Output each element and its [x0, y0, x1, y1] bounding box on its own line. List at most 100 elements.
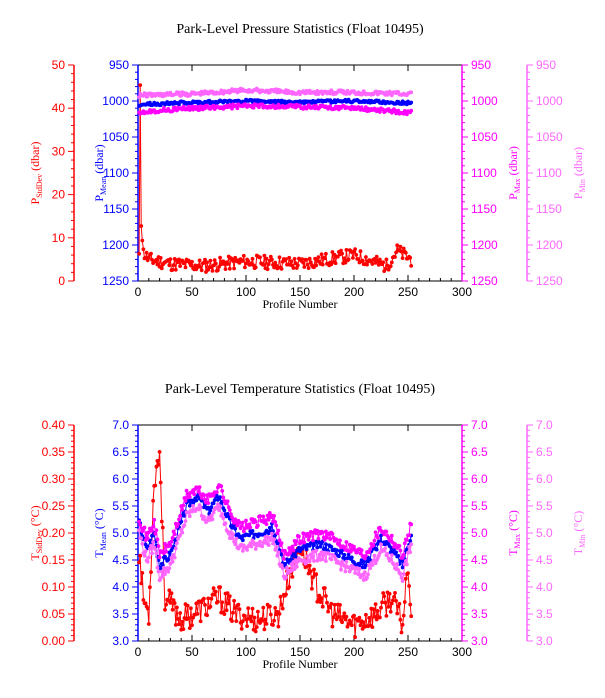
min-data-point: [340, 559, 344, 564]
stddev-data-point: [197, 258, 202, 263]
stddev-tick-label: 0.20: [42, 526, 66, 540]
max-tick-label: 5.0: [471, 526, 488, 540]
stddev-data-point: [278, 594, 283, 599]
min-data-point: [399, 575, 404, 580]
stddev-data-point: [308, 569, 313, 574]
stddev-data-point: [342, 256, 347, 261]
stddev-data-point: [246, 606, 251, 610]
max-data-point: [178, 514, 183, 518]
min-data-point: [143, 91, 148, 96]
mean-series: [137, 491, 414, 571]
stddev-axis-label-main: T: [28, 553, 42, 561]
stddev-data-point: [388, 609, 393, 614]
max-data-point: [153, 531, 158, 536]
stddev-data-point: [308, 260, 313, 265]
mean-tick-label: 5.5: [112, 499, 129, 513]
min-data-point: [310, 556, 314, 560]
stddev-data-point: [198, 619, 203, 624]
max-data-point: [233, 517, 238, 522]
stddev-data-point: [189, 263, 193, 268]
stddev-data-point: [213, 261, 218, 266]
mean-data-point: [208, 508, 213, 513]
stddev-data-point: [205, 613, 210, 618]
stddev-data-point: [292, 257, 297, 261]
stddev-data-point: [264, 256, 269, 261]
stddev-data-point: [217, 265, 221, 269]
min-tick-label: 3.5: [536, 607, 553, 621]
min-data-point: [249, 544, 254, 549]
min-data-point: [162, 565, 166, 570]
min-data-point: [191, 504, 196, 508]
stddev-data-point: [156, 462, 161, 467]
x-tick-label: 200: [344, 645, 364, 659]
stddev-data-point: [233, 606, 238, 610]
min-data-point: [284, 575, 288, 580]
stddev-data-point: [140, 238, 145, 243]
stddev-data-point: [268, 254, 273, 259]
max-data-point: [396, 108, 401, 113]
mean-data-point: [364, 563, 368, 568]
max-data-point: [364, 553, 368, 558]
stddev-data-point: [277, 612, 282, 616]
min-data-point: [179, 527, 184, 532]
min-data-point: [268, 538, 273, 542]
stddev-tick-label: 0.10: [42, 580, 66, 594]
stddev-data-point: [186, 616, 191, 620]
max-tick-label: 3.0: [471, 634, 488, 648]
stddev-data-point: [240, 259, 245, 263]
max-data-point: [248, 525, 253, 530]
stddev-data-point: [358, 623, 363, 628]
stddev-data-point: [160, 525, 165, 530]
max-data-point: [277, 538, 282, 543]
stddev-data-point: [399, 630, 404, 635]
mean-data-point: [346, 552, 351, 557]
stddev-data-point: [176, 260, 180, 265]
stddev-series: [137, 83, 414, 274]
mean-axis-label: PMean (dbar): [92, 144, 108, 201]
stddev-tick-label: 0.35: [42, 445, 66, 459]
max-tick-label: 5.5: [471, 499, 488, 513]
stddev-data-point: [250, 256, 255, 261]
stddev-data-point: [203, 603, 207, 607]
stddev-data-point: [318, 600, 323, 604]
stddev-data-point: [357, 615, 362, 620]
max-tick-label: 6.0: [471, 472, 488, 486]
stddev-series: [137, 450, 414, 640]
stddev-data-point: [187, 626, 192, 630]
stddev-data-point: [231, 610, 235, 615]
stddev-data-point: [175, 605, 179, 610]
stddev-data-point: [218, 255, 223, 260]
max-data-point: [152, 517, 157, 522]
x-tick-label: 0: [135, 285, 142, 299]
max-data-point: [384, 529, 389, 534]
min-data-point: [401, 572, 406, 576]
stddev-data-point: [356, 619, 361, 623]
stddev-data-point: [145, 606, 150, 611]
max-tick-label: 1150: [471, 202, 497, 216]
stddev-data-point: [250, 606, 255, 611]
min-axis-label: TMin (°C): [571, 511, 587, 555]
min-data-point: [342, 564, 347, 568]
mean-data-point: [211, 501, 216, 506]
stddev-axis-label-main: P: [28, 198, 42, 205]
mean-data-point: [408, 539, 413, 543]
max-data-point: [168, 543, 173, 548]
max-data-point: [170, 536, 175, 540]
mean-data-point: [195, 494, 200, 498]
max-series: [137, 483, 414, 561]
min-axis-label-sub: Min: [578, 535, 587, 548]
max-tick-label: 4.0: [471, 580, 488, 594]
stddev-data-point: [358, 249, 363, 254]
stddev-data-point: [395, 611, 400, 616]
stddev-data-point: [264, 622, 269, 626]
mean-data-point: [214, 493, 219, 498]
x-tick-label: 50: [185, 645, 199, 659]
min-axis-label-unit: (°C): [571, 511, 585, 535]
stddev-data-point: [205, 260, 210, 265]
stddev-data-point: [271, 623, 275, 627]
stddev-data-point: [344, 614, 349, 619]
stddev-data-point: [270, 257, 274, 262]
stddev-data-point: [208, 258, 213, 263]
min-tick-label: 4.5: [536, 553, 553, 567]
min-data-point: [276, 550, 281, 555]
